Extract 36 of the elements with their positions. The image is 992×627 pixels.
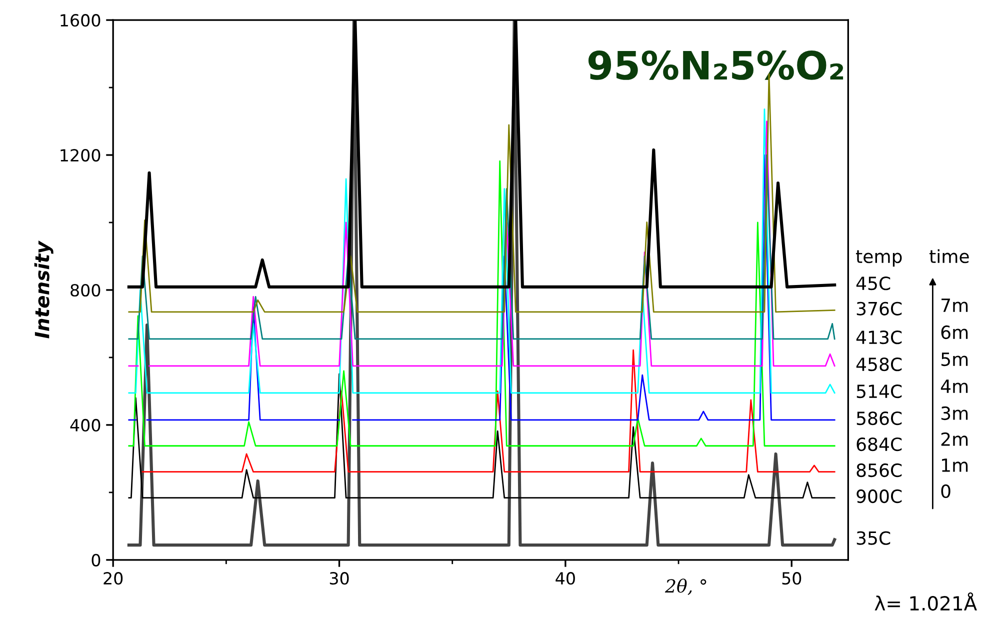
series-label: 458C [856, 357, 902, 372]
x-axis-title: 2θ, ° [664, 578, 706, 595]
series-label: 514C [856, 384, 902, 398]
text: 6m [941, 325, 968, 340]
text: 3m [941, 406, 968, 420]
text: 7m [942, 298, 968, 312]
text: 1m [942, 458, 968, 472]
series-label: 856C [856, 463, 902, 478]
text: 2m [941, 432, 968, 446]
text: temp [856, 250, 902, 267]
y-tick-label: 400 [70, 418, 100, 432]
x-tick-label: 40 [556, 572, 575, 585]
x-tick-label: 30 [330, 572, 349, 585]
legend-label: 45C [856, 276, 890, 290]
line-series [128, 154, 836, 340]
series-label: 35C [856, 531, 890, 545]
text: 5m [941, 352, 968, 366]
series-label: 900C [856, 489, 902, 504]
y-tick-label: 1200 [60, 148, 100, 162]
text: time [930, 249, 969, 264]
y-tick-label: 0 [92, 554, 100, 566]
y-tick-label: 1600 [60, 14, 100, 27]
text: 0 [941, 484, 950, 498]
series-label: 413C [856, 330, 902, 344]
y-axis-title: Intensity [34, 240, 54, 338]
x-tick-label: 50 [782, 572, 802, 585]
text: λ= 1.021Å [874, 592, 977, 611]
line-series [128, 373, 836, 499]
y-tick-label: 800 [70, 284, 100, 297]
text: 95%N₂5%O₂ [588, 50, 844, 80]
series-label: 376C [856, 302, 902, 316]
line-series [142, 349, 836, 473]
x-tick-label: 20 [104, 572, 123, 585]
text: 4m [940, 380, 968, 393]
series-label: 684C [856, 437, 902, 452]
series-label: 586C [856, 411, 902, 426]
